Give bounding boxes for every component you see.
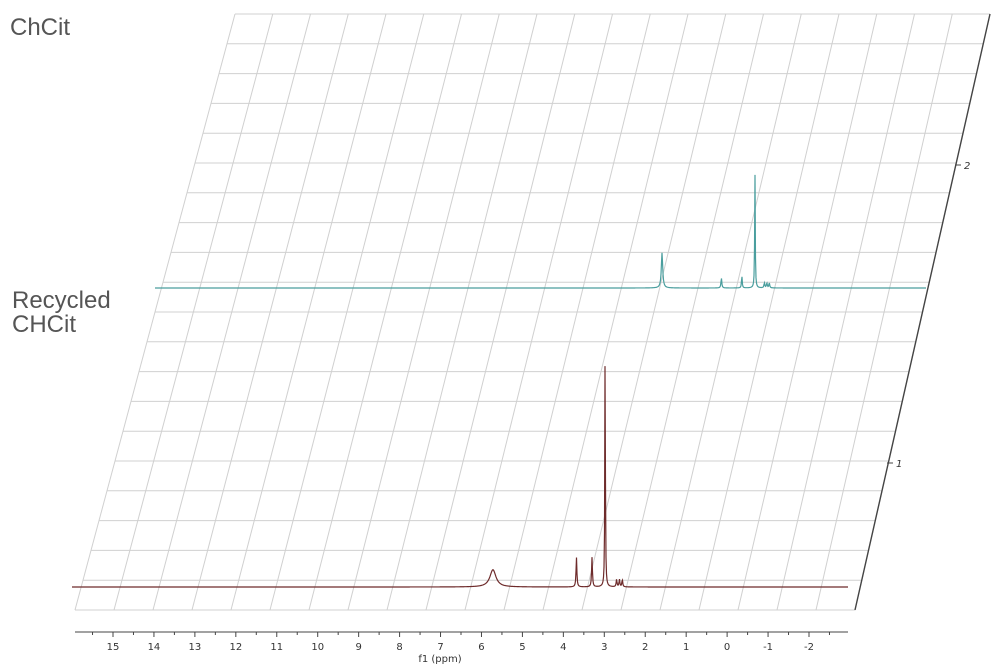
series-label-recycled-chcit: Recycled CHCit bbox=[12, 287, 111, 338]
x-tick-label: -1 bbox=[763, 642, 773, 653]
x-tick-label: 0 bbox=[724, 642, 730, 653]
series-label-chcit: ChCit bbox=[10, 14, 71, 41]
spectrum-line-recycled-chcit bbox=[72, 366, 848, 588]
x-tick-label: 7 bbox=[437, 642, 443, 653]
x-tick-label: 8 bbox=[396, 642, 402, 653]
x-tick-label: 12 bbox=[229, 642, 242, 653]
z-axis-ticks: 12 bbox=[887, 161, 970, 470]
x-tick-label: 6 bbox=[478, 642, 484, 653]
x-tick-label: 9 bbox=[355, 642, 361, 653]
x-tick-label: 11 bbox=[270, 642, 283, 653]
z-axis-line bbox=[854, 13, 991, 611]
x-tick-label: 13 bbox=[189, 642, 202, 653]
x-tick-label: 4 bbox=[560, 642, 566, 653]
x-tick-label: 10 bbox=[311, 642, 324, 653]
z-tick-label: 1 bbox=[896, 459, 902, 470]
x-tick-label: 14 bbox=[148, 642, 161, 653]
x-tick-label: 5 bbox=[519, 642, 525, 653]
spectra bbox=[72, 174, 926, 588]
x-tick-label: 2 bbox=[642, 642, 648, 653]
x-tick-label: -2 bbox=[804, 642, 814, 653]
x-tick-label: 1 bbox=[683, 642, 689, 653]
z-tick-label: 2 bbox=[964, 161, 970, 172]
x-axis-label: f1 (ppm) bbox=[418, 654, 461, 665]
perspective-grid bbox=[74, 13, 991, 611]
x-tick-label: 3 bbox=[601, 642, 607, 653]
axes bbox=[75, 13, 991, 633]
x-tick-label: 15 bbox=[107, 642, 120, 653]
x-axis-ticks: 15 14 13 12 11 10 9 8 7 6 5 4 3 2 1 0 -1 -2 bbox=[92, 632, 830, 653]
spectrum-line-chcit bbox=[155, 174, 926, 289]
